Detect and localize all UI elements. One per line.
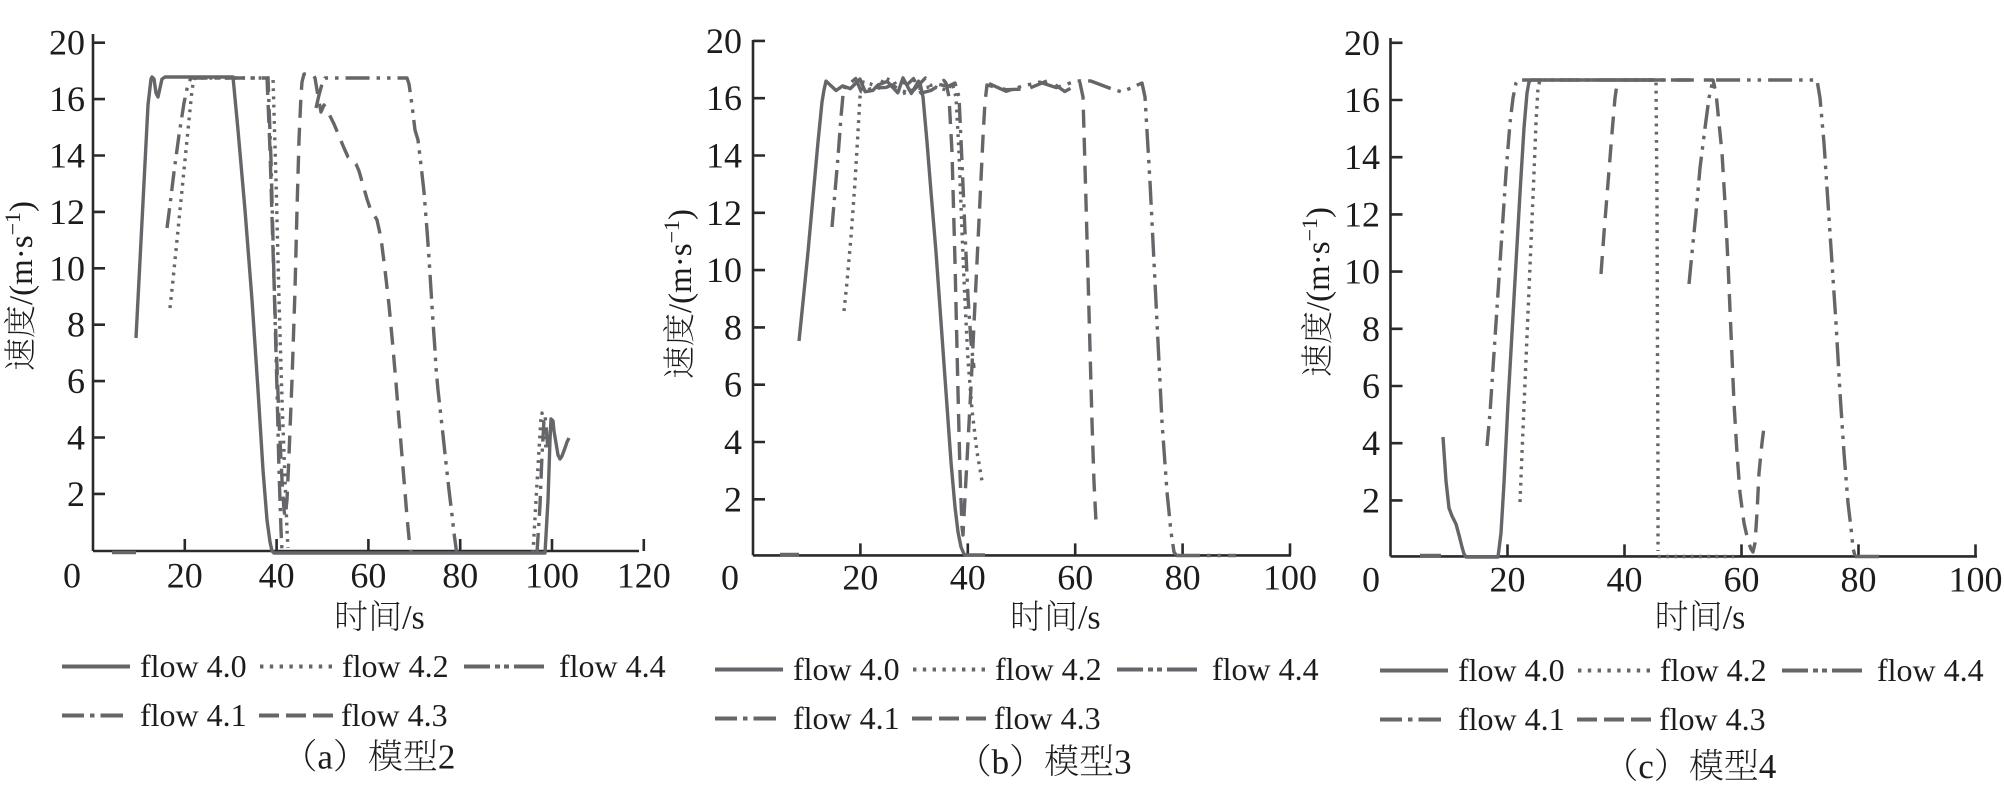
svg-text:12: 12 [706,193,742,233]
svg-text:14: 14 [1344,137,1380,177]
svg-text:flow 4.1: flow 4.1 [1458,701,1565,737]
svg-text:20: 20 [1490,560,1526,600]
svg-text:flow 4.2: flow 4.2 [342,648,449,684]
svg-text:4: 4 [1362,423,1380,463]
svg-text:8: 8 [67,305,85,345]
svg-text:2: 2 [724,479,742,519]
svg-text:6: 6 [1362,366,1380,406]
svg-text:flow 4.2: flow 4.2 [995,651,1102,687]
svg-text:2: 2 [67,474,85,514]
svg-text:flow 4.1: flow 4.1 [140,697,247,733]
svg-text:16: 16 [49,79,85,119]
svg-text:20: 20 [1344,23,1380,63]
svg-text:6: 6 [67,361,85,401]
svg-text:4: 4 [724,422,742,462]
svg-text:0: 0 [1362,560,1380,600]
svg-text:80: 80 [1165,558,1201,598]
svg-text:12: 12 [49,192,85,232]
svg-text:6: 6 [724,365,742,405]
svg-text:10: 10 [49,248,85,288]
svg-text:flow 4.3: flow 4.3 [994,700,1101,736]
svg-text:14: 14 [49,136,85,176]
svg-text:8: 8 [1362,309,1380,349]
svg-text:60: 60 [1057,558,1093,598]
svg-text:flow 4.4: flow 4.4 [559,648,666,684]
svg-text:20: 20 [842,558,878,598]
svg-text:16: 16 [1344,80,1380,120]
svg-text:80: 80 [1841,560,1877,600]
svg-text:8: 8 [724,307,742,347]
svg-text:100: 100 [1263,558,1317,598]
svg-text:40: 40 [1607,560,1643,600]
svg-text:16: 16 [706,78,742,118]
svg-text:flow 4.1: flow 4.1 [793,700,900,736]
svg-text:flow 4.3: flow 4.3 [1659,701,1766,737]
svg-text:0: 0 [721,558,739,598]
svg-text:4: 4 [67,418,85,458]
svg-text:flow 4.2: flow 4.2 [1660,652,1767,688]
svg-text:60: 60 [1724,560,1760,600]
svg-text:12: 12 [1344,194,1380,234]
svg-text:flow 4.0: flow 4.0 [793,651,900,687]
svg-text:flow 4.3: flow 4.3 [341,697,448,733]
svg-text:10: 10 [706,250,742,290]
svg-text:40: 40 [950,558,986,598]
svg-text:20: 20 [706,21,742,61]
svg-text:flow 4.4: flow 4.4 [1212,651,1319,687]
svg-text:2: 2 [1362,480,1380,520]
svg-text:20: 20 [167,556,203,596]
svg-text:20: 20 [49,23,85,63]
svg-text:10: 10 [1344,252,1380,292]
svg-text:14: 14 [706,136,742,176]
svg-text:0: 0 [63,556,81,596]
svg-text:flow 4.0: flow 4.0 [1458,652,1565,688]
svg-text:120: 120 [617,556,671,596]
svg-text:100: 100 [525,556,579,596]
svg-text:60: 60 [350,556,386,596]
svg-text:80: 80 [442,556,478,596]
svg-text:40: 40 [259,556,295,596]
svg-text:100: 100 [1949,560,2003,600]
svg-text:flow 4.0: flow 4.0 [140,648,247,684]
svg-text:flow 4.4: flow 4.4 [1877,652,1984,688]
